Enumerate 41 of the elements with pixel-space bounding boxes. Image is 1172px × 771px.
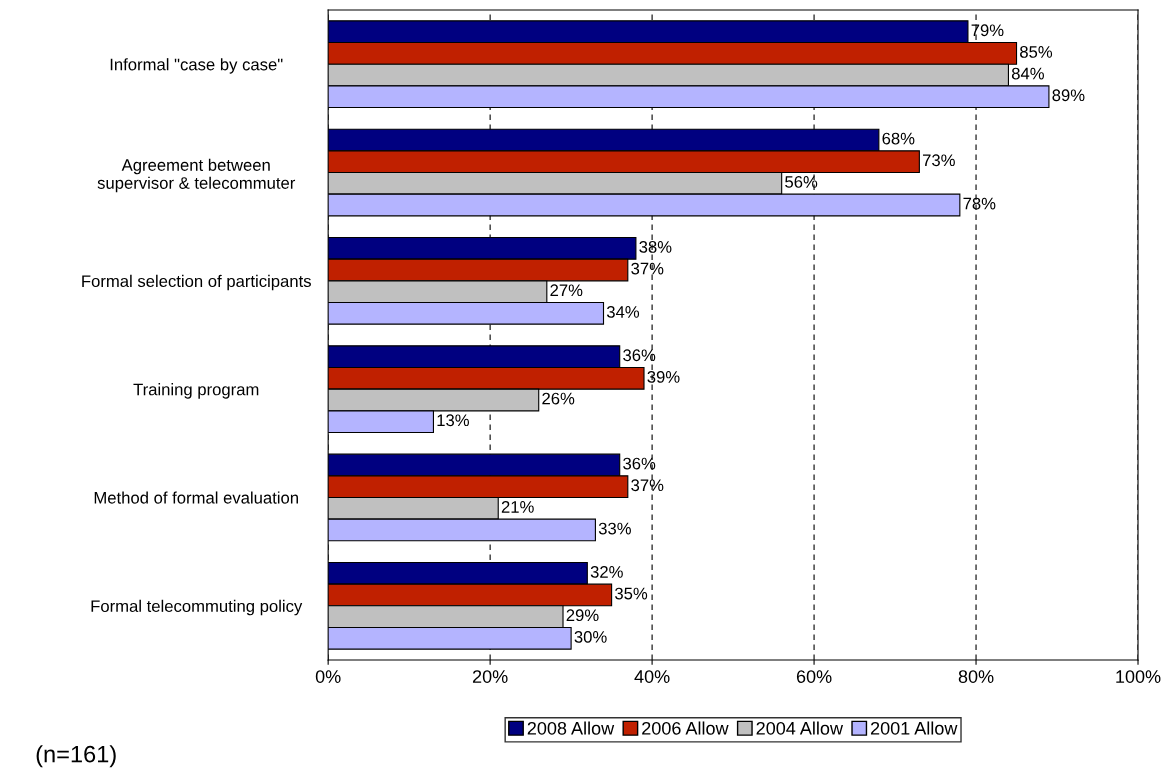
x-tick-label: 40% — [634, 670, 670, 683]
text: (n=161) — [36, 745, 116, 768]
data-label: 13% — [437, 414, 469, 427]
data-label: 56% — [785, 176, 818, 188]
data-label: 36% — [623, 349, 656, 362]
x-tick-label: 80% — [958, 670, 994, 683]
data-label: 35% — [615, 587, 648, 600]
data-label: 37% — [631, 262, 664, 275]
data-label: 38% — [639, 241, 672, 253]
data-label: 27% — [550, 284, 583, 297]
data-label: 85% — [1020, 46, 1053, 58]
legend-label: 2001 Allow — [870, 721, 958, 735]
data-label: 68% — [882, 132, 915, 145]
y-tick-label: Formal telecommuting policy — [91, 599, 303, 616]
legend-label: 2008 Allow — [527, 721, 615, 735]
data-label: 32% — [590, 565, 623, 578]
data-label: 89% — [1052, 89, 1085, 102]
y-tick-label: Training program — [133, 383, 259, 399]
data-label: 84% — [1011, 67, 1044, 80]
data-label: 21% — [501, 500, 534, 513]
legend-label: 2004 Allow — [756, 721, 844, 735]
x-tick-label: 0% — [315, 670, 341, 683]
data-label: 73% — [922, 154, 955, 167]
data-label: 30% — [574, 630, 607, 643]
x-tick-label: 100% — [1116, 670, 1161, 683]
data-label: 37% — [631, 479, 664, 492]
data-label: 36% — [623, 457, 656, 470]
x-tick-label: 20% — [472, 670, 508, 683]
data-label: 29% — [566, 609, 599, 622]
y-tick-label: Method of formal evaluation — [94, 491, 298, 504]
data-label: 26% — [542, 392, 575, 405]
y-tick-label: Agreement between supervisor & telecommuter — [97, 158, 296, 193]
legend-label: 2006 Allow — [642, 721, 729, 735]
data-label: 33% — [598, 522, 631, 535]
data-label: 78% — [963, 197, 996, 210]
y-tick-label: Formal selection of participants — [82, 274, 311, 291]
data-label: 39% — [647, 371, 680, 383]
data-label: 34% — [606, 306, 640, 318]
y-tick-label: Informal "case by case" — [110, 58, 283, 74]
x-tick-label: 60% — [796, 670, 832, 683]
data-label: 79% — [971, 24, 1004, 37]
